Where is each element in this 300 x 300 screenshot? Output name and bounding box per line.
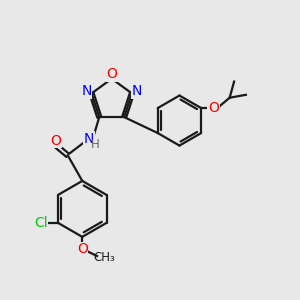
Text: CH₃: CH₃ bbox=[93, 251, 115, 264]
Text: O: O bbox=[106, 67, 117, 81]
Text: Cl: Cl bbox=[34, 216, 48, 230]
Text: O: O bbox=[77, 242, 88, 256]
Text: N: N bbox=[84, 132, 94, 146]
Text: O: O bbox=[50, 134, 61, 148]
Text: N: N bbox=[132, 84, 142, 98]
Text: H: H bbox=[91, 138, 100, 151]
Text: N: N bbox=[81, 84, 92, 98]
Text: O: O bbox=[208, 101, 219, 115]
